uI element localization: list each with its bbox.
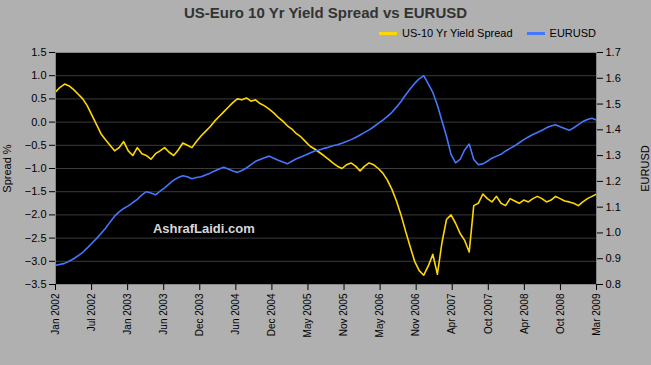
html-text:US-10 Yr Yield Spread: US-10 Yr Yield Spread: [402, 27, 513, 39]
svg-text:1.0: 1.0: [606, 226, 621, 238]
svg-text:−0.5: −0.5: [25, 139, 47, 151]
svg-text:Nov 2005: Nov 2005: [338, 293, 349, 336]
svg-text:1.3: 1.3: [606, 149, 621, 161]
svg-text:AshrafLaidi.com: AshrafLaidi.com: [153, 221, 255, 236]
html-text:EURUSD: EURUSD: [549, 27, 596, 39]
svg-text:Spread %: Spread %: [1, 144, 13, 193]
svg-text:Jun 2003: Jun 2003: [158, 293, 169, 335]
svg-text:−3.5: −3.5: [25, 278, 47, 290]
svg-text:1.4: 1.4: [606, 123, 621, 135]
svg-text:1.6: 1.6: [606, 72, 621, 84]
svg-text:Mar 2009: Mar 2009: [591, 293, 602, 336]
svg-text:EURUSD: EURUSD: [639, 145, 651, 192]
svg-text:0.8: 0.8: [606, 278, 621, 290]
svg-text:Jun 2004: Jun 2004: [230, 293, 241, 335]
svg-text:Apr 2008: Apr 2008: [519, 293, 530, 334]
svg-text:1.2: 1.2: [606, 175, 621, 187]
svg-text:−1.5: −1.5: [25, 185, 47, 197]
svg-text:Dec 2004: Dec 2004: [266, 293, 277, 336]
svg-text:Nov 2006: Nov 2006: [410, 293, 421, 336]
svg-text:1.0: 1.0: [31, 69, 46, 81]
svg-text:Jan 2002: Jan 2002: [50, 293, 61, 335]
svg-text:0.0: 0.0: [31, 116, 46, 128]
svg-text:0.5: 0.5: [31, 92, 46, 104]
svg-text:May 2005: May 2005: [302, 293, 313, 337]
svg-text:−3.0: −3.0: [25, 255, 47, 267]
svg-text:Jul 2002: Jul 2002: [86, 293, 97, 331]
svg-text:−2.5: −2.5: [25, 232, 47, 244]
svg-text:1.5: 1.5: [31, 46, 46, 58]
svg-text:Oct 2008: Oct 2008: [555, 293, 566, 334]
svg-text:0.9: 0.9: [606, 252, 621, 264]
svg-text:−2.0: −2.0: [25, 208, 47, 220]
svg-text:1.5: 1.5: [606, 98, 621, 110]
svg-text:Jan 2003: Jan 2003: [122, 293, 133, 335]
html-text:US-Euro 10 Yr Yield Spread vs: US-Euro 10 Yr Yield Spread vs EURUSD: [183, 4, 468, 21]
svg-text:Dec 2003: Dec 2003: [194, 293, 205, 336]
svg-text:−1.0: −1.0: [25, 162, 47, 174]
svg-text:Oct 2007: Oct 2007: [483, 293, 494, 334]
svg-text:May 2006: May 2006: [374, 293, 385, 337]
svg-text:1.1: 1.1: [606, 201, 621, 213]
svg-text:Apr 2007: Apr 2007: [446, 293, 457, 334]
svg-text:1.7: 1.7: [606, 46, 621, 58]
